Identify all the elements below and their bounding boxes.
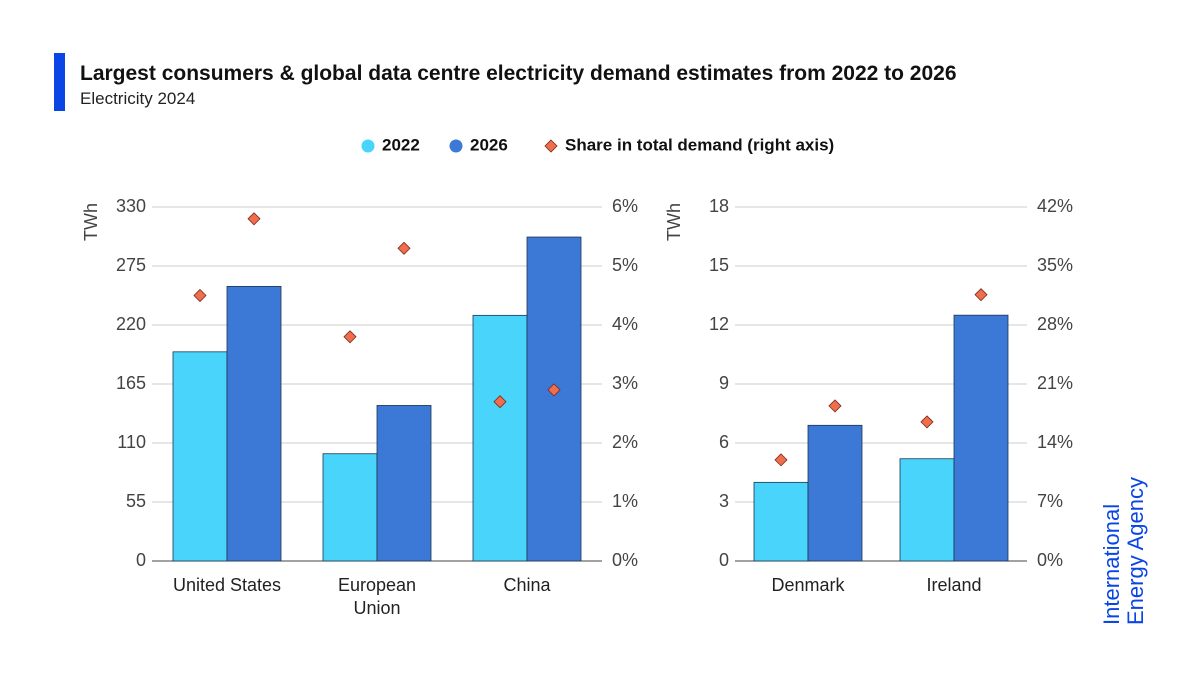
y-tick-label: 0 — [719, 550, 729, 570]
chart-subtitle: Electricity 2024 — [80, 89, 196, 108]
title-accent — [54, 53, 65, 111]
y2-tick-label: 14% — [1037, 432, 1073, 452]
y2-tick-label: 4% — [612, 314, 638, 334]
legend-label: Share in total demand (right axis) — [565, 135, 834, 154]
y-tick-label: 220 — [116, 314, 146, 334]
bar — [526, 236, 582, 562]
brand-line: International — [1099, 503, 1124, 625]
bar — [322, 453, 378, 562]
share-marker — [920, 415, 934, 429]
share-marker — [828, 399, 842, 413]
share-marker — [774, 453, 788, 467]
y2-tick-label: 28% — [1037, 314, 1073, 334]
share-marker — [343, 330, 357, 344]
share-marker — [397, 241, 411, 255]
legend-label: 2026 — [470, 135, 508, 154]
y-tick-label: 0 — [136, 550, 146, 570]
y-tick-label: 165 — [116, 373, 146, 393]
bar — [753, 481, 809, 562]
share-marker — [493, 395, 507, 409]
share-marker — [547, 383, 561, 397]
y2-tick-label: 5% — [612, 255, 638, 275]
legend-marker — [449, 139, 463, 153]
bar — [807, 424, 863, 562]
bar — [376, 405, 432, 562]
y-tick-label: 110 — [117, 432, 146, 452]
brand-line: Energy Agency — [1123, 477, 1148, 625]
x-tick-label: Ireland — [926, 575, 982, 595]
legend-marker — [361, 139, 375, 153]
y-tick-label: 275 — [116, 255, 146, 275]
y2-tick-label: 42% — [1037, 196, 1073, 216]
bar — [172, 351, 228, 562]
brand: International Energy Agency — [1099, 477, 1148, 625]
bar — [472, 314, 528, 562]
y-tick-label: 15 — [709, 255, 729, 275]
y-tick-label: 6 — [719, 432, 729, 452]
y2-tick-label: 0% — [612, 550, 638, 570]
y2-tick-label: 3% — [612, 373, 638, 393]
x-tick-label: Denmark — [771, 575, 845, 595]
share-marker — [193, 288, 207, 303]
legend-label: 2022 — [382, 135, 420, 154]
share-marker — [247, 212, 261, 226]
y-tick-label: 12 — [709, 314, 729, 334]
y2-tick-label: 7% — [1037, 491, 1063, 511]
x-tick-label: China — [503, 575, 551, 595]
y-tick-label: 55 — [126, 491, 146, 511]
x-tick-label: European Union — [337, 575, 417, 618]
y-axis-label: TWh — [81, 203, 101, 241]
legend-marker — [544, 139, 558, 153]
y-axis-label: TWh — [664, 203, 684, 241]
share-marker — [974, 288, 988, 302]
bar — [953, 314, 1009, 562]
y2-tick-label: 0% — [1037, 550, 1063, 570]
y-tick-label: 3 — [719, 491, 729, 511]
y-tick-label: 9 — [719, 373, 729, 393]
y2-tick-label: 35% — [1037, 255, 1073, 275]
y2-tick-label: 6% — [612, 196, 638, 216]
y2-tick-label: 2% — [612, 432, 638, 452]
x-tick-label: United States — [172, 575, 282, 595]
y-tick-label: 330 — [116, 196, 146, 216]
bar — [899, 458, 955, 562]
y2-tick-label: 1% — [612, 491, 638, 511]
y-tick-label: 18 — [709, 196, 729, 216]
chart-title: Largest consumers & global data centre e… — [80, 62, 957, 85]
bar — [226, 285, 282, 562]
y2-tick-label: 21% — [1037, 373, 1073, 393]
